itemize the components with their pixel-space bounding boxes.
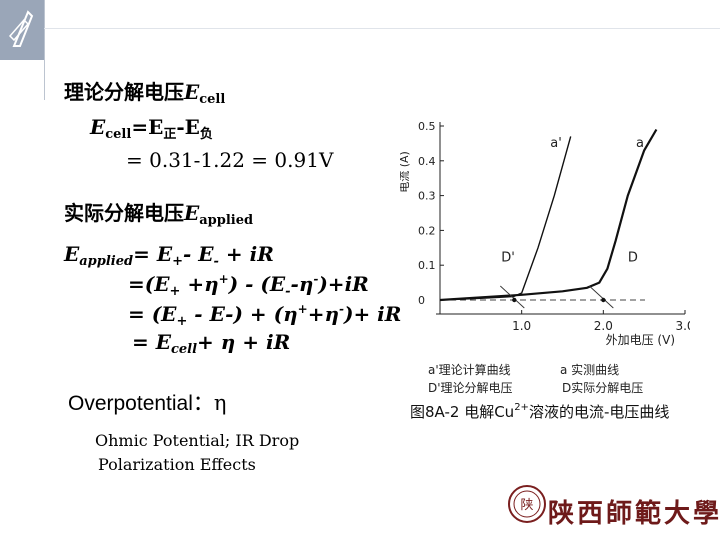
university-seal-icon: 陕 [508, 485, 546, 523]
legend-actual-voltage: D实际分解电压 [562, 381, 644, 395]
curve-label: D [628, 251, 638, 266]
vertical-rule [44, 0, 45, 100]
legend-theory-voltage: D'理论分解电压 [428, 381, 513, 395]
y-tick-label: 0.4 [418, 155, 436, 168]
y-axis-label: 电流 (A) [400, 151, 411, 193]
horizontal-rule [44, 28, 720, 29]
overpotential-line: Overpotential：η [68, 391, 227, 415]
y-tick-label: 0.1 [418, 259, 436, 272]
theory-title: 理论分解电压Ecell [64, 80, 226, 107]
actual-equation-3: = (E+ - E-) + (η++η-)+ iR [128, 302, 402, 329]
theory-equation: Ecell=E正-E负 [90, 115, 213, 142]
y-tick-label: 0.2 [418, 224, 436, 237]
tangent-line [500, 285, 525, 309]
series-line-measured [439, 128, 658, 302]
curve-label: a [636, 136, 644, 151]
note-polarization: Polarization Effects [98, 455, 256, 474]
x-axis-label: 外加电压 (V) [606, 333, 675, 347]
decomposition-point-actual [601, 297, 606, 303]
actual-equation-2: =(E+ +η+) - (E--η-)+iR [128, 272, 369, 299]
tangent-line [589, 285, 614, 309]
decomposition-point-theory [512, 297, 517, 303]
actual-equation-4: = Ecell+ η + iR [132, 330, 291, 357]
series-line-theory [439, 136, 572, 301]
note-ohmic: Ohmic Potential; IR Drop [95, 431, 300, 450]
theory-value: = 0.31-1.22 = 0.91V [126, 148, 334, 172]
seal-text: 陕 [520, 498, 533, 513]
ribbon-logo-icon [8, 10, 34, 47]
curve-label: a' [550, 136, 562, 151]
actual-title: 实际分解电压Eapplied [64, 201, 254, 228]
x-tick-label: 3.0 [675, 319, 690, 333]
x-tick-label: 2.0 [594, 319, 613, 333]
y-tick-label: 0.5 [418, 120, 436, 133]
university-name: 陕西師範大學 [548, 499, 720, 529]
curve-label: D' [501, 251, 515, 266]
current-voltage-chart: 0.5 0.4 0.3 0.2 0.1 0 电流 (A) 1.0 2.0 3.0外加电压 (V) a… [400, 120, 690, 347]
y-tick-label: 0.3 [418, 190, 436, 203]
actual-equation-1: Eapplied= E+- E- + iR [64, 242, 274, 269]
y-tick-label: 0 [418, 294, 425, 307]
legend-theory-curve: a'理论计算曲线 [428, 363, 511, 377]
legend-measured-curve: a 实测曲线 [560, 363, 620, 377]
x-tick-label: 1.0 [512, 319, 531, 333]
chart-caption: 图8A-2 电解Cu2+溶液的电流-电压曲线 [410, 402, 670, 421]
